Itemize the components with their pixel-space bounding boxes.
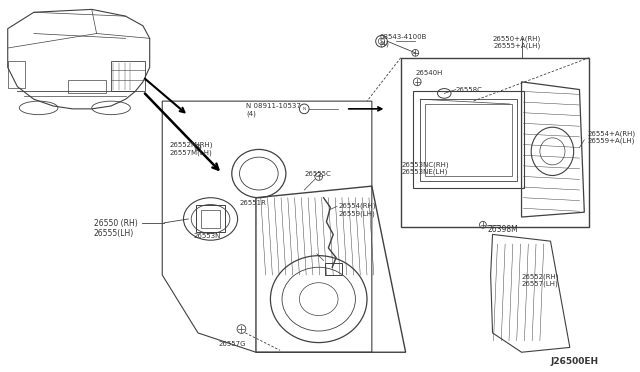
Text: 08543-4100B
(4): 08543-4100B (4) xyxy=(380,33,427,47)
Text: 26555C: 26555C xyxy=(304,171,331,177)
Bar xyxy=(8,61,25,88)
Text: 26553NC(RH)
26553NE(LH): 26553NC(RH) 26553NE(LH) xyxy=(402,161,449,175)
Text: N 08911-10537
(4): N 08911-10537 (4) xyxy=(246,103,301,116)
Text: S: S xyxy=(380,39,383,44)
Bar xyxy=(324,263,342,275)
Text: 26540H: 26540H xyxy=(415,70,443,76)
Text: J26500EH: J26500EH xyxy=(550,357,598,366)
Text: 26550+A(RH)
26555+A(LH): 26550+A(RH) 26555+A(LH) xyxy=(493,35,541,49)
Text: 26558C: 26558C xyxy=(456,87,483,93)
Bar xyxy=(111,61,145,92)
Text: N: N xyxy=(303,107,306,111)
Text: 26553N: 26553N xyxy=(193,234,221,240)
Bar xyxy=(425,104,512,176)
Bar xyxy=(413,92,524,188)
Bar xyxy=(196,205,225,232)
Text: 26398M: 26398M xyxy=(488,225,518,234)
Text: 26551R: 26551R xyxy=(239,200,266,206)
Bar xyxy=(201,210,220,228)
Bar xyxy=(420,99,516,181)
Text: 26557G: 26557G xyxy=(218,341,246,347)
Text: 26550 (RH)
26555(LH): 26550 (RH) 26555(LH) xyxy=(93,219,138,238)
Text: 26552(RH)
26557(LH): 26552(RH) 26557(LH) xyxy=(522,273,559,287)
Text: 26552M(RH)
26557M(LH): 26552M(RH) 26557M(LH) xyxy=(169,142,212,156)
Text: 26554+A(RH)
26559+A(LH): 26554+A(RH) 26559+A(LH) xyxy=(588,130,636,144)
Bar xyxy=(401,58,589,227)
Text: 26554(RH)
26559(LH): 26554(RH) 26559(LH) xyxy=(338,202,376,217)
Bar xyxy=(68,80,106,93)
